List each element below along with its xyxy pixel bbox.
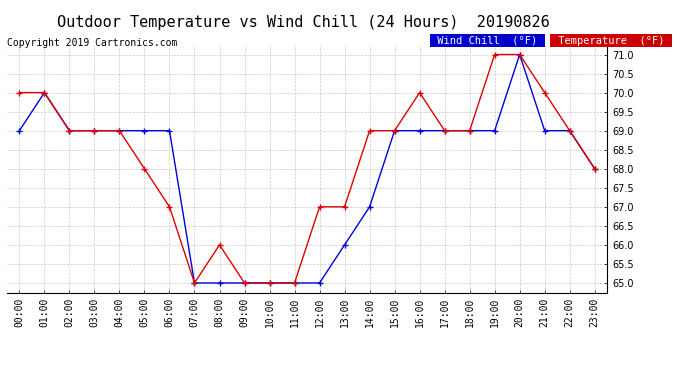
Text: Temperature  (°F): Temperature (°F) — [552, 36, 671, 46]
Text: Copyright 2019 Cartronics.com: Copyright 2019 Cartronics.com — [7, 38, 177, 48]
Text: Wind Chill  (°F): Wind Chill (°F) — [431, 36, 544, 46]
Text: Outdoor Temperature vs Wind Chill (24 Hours)  20190826: Outdoor Temperature vs Wind Chill (24 Ho… — [57, 15, 550, 30]
